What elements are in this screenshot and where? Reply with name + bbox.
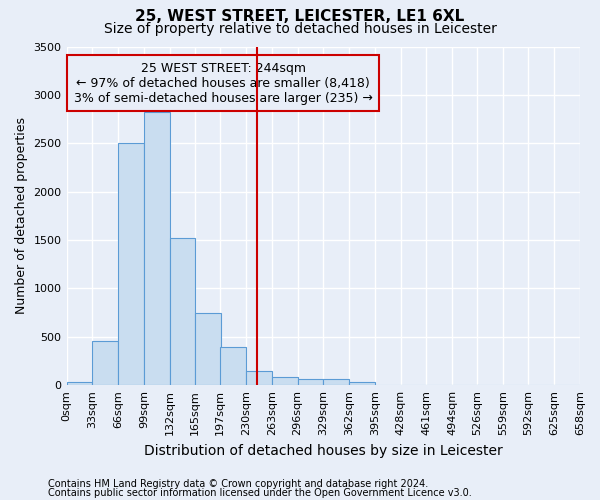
Bar (323, 380, 349, 385)
X-axis label: Distribution of detached houses by size in Leicester: Distribution of detached houses by size … (144, 444, 503, 458)
Bar (92, 340, 118, 385)
Text: Contains public sector information licensed under the Open Government Licence v3: Contains public sector information licen… (48, 488, 472, 498)
Bar (170, 238, 195, 385)
Bar (349, 382, 375, 385)
Bar (118, 144, 144, 385)
Text: 25, WEST STREET, LEICESTER, LE1 6XL: 25, WEST STREET, LEICESTER, LE1 6XL (136, 9, 464, 24)
Bar (246, 370, 272, 385)
Text: Contains HM Land Registry data © Crown copyright and database right 2024.: Contains HM Land Registry data © Crown c… (48, 479, 428, 489)
Bar (195, 312, 221, 385)
Y-axis label: Number of detached properties: Number of detached properties (15, 118, 28, 314)
Text: 25 WEST STREET: 244sqm
← 97% of detached houses are smaller (8,418)
3% of semi-d: 25 WEST STREET: 244sqm ← 97% of detached… (74, 62, 373, 104)
Text: Size of property relative to detached houses in Leicester: Size of property relative to detached ho… (104, 22, 496, 36)
Bar (144, 112, 170, 385)
Bar (272, 378, 298, 385)
Bar (67, 382, 92, 385)
Bar (298, 380, 323, 385)
Bar (220, 348, 246, 385)
